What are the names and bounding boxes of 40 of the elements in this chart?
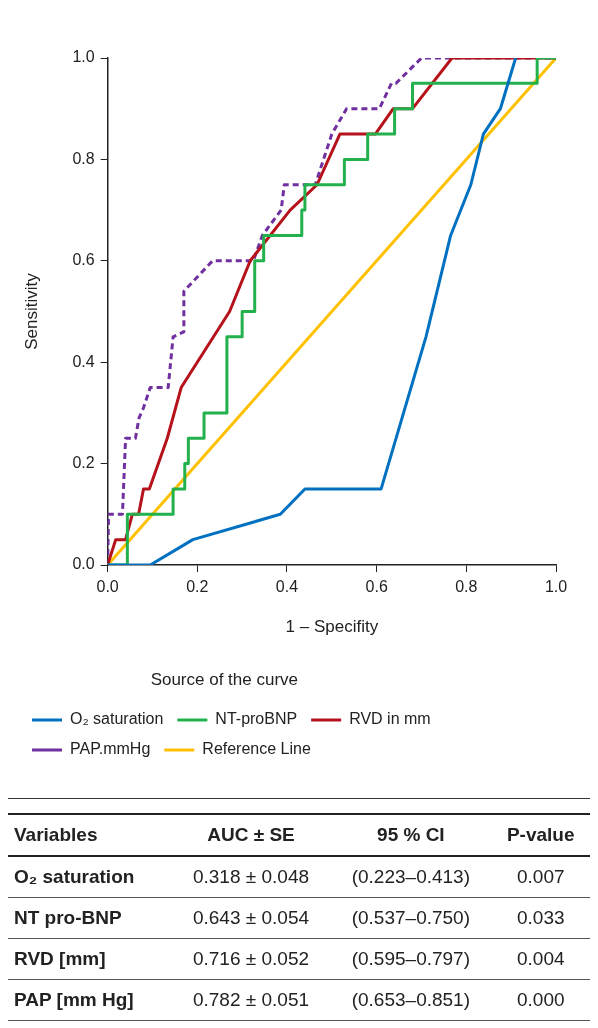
y-axis-title: Sensitivity — [21, 272, 41, 350]
text: (0.537–0.750) — [350, 906, 471, 930]
y-tick-label: 0.2 — [72, 454, 95, 472]
legend-label: Reference Line — [202, 740, 311, 758]
text: 0.782 ± 0.051 — [191, 988, 311, 1012]
text: RVD [mm] — [13, 947, 107, 971]
y-tick-label: 1.0 — [72, 48, 95, 66]
y-tick-label: 0.4 — [72, 352, 95, 370]
category-label: Variables — [13, 823, 99, 847]
text: 0.007 — [515, 865, 566, 889]
y-tick-label: 0.0 — [72, 555, 95, 573]
text: 0.000 — [515, 988, 566, 1012]
x-tick-label: 0.4 — [275, 578, 299, 596]
x-tick-label: 0.0 — [96, 578, 119, 596]
legend-label: RVD in mm — [349, 710, 431, 728]
x-tick-label: 0.6 — [365, 578, 388, 596]
text: 0.033 — [515, 906, 566, 930]
category-label: P-value — [505, 823, 576, 847]
text: NT pro-BNP — [13, 906, 123, 930]
legend-title: Source of the curve — [150, 669, 299, 689]
text: 0.643 ± 0.054 — [191, 906, 311, 930]
text: PAP [mm Hg] — [13, 988, 135, 1012]
text: (0.223–0.413) — [350, 865, 471, 889]
legend-label: O₂ saturation — [70, 710, 164, 728]
category-label: AUC ± SE — [206, 823, 296, 847]
text: 0.716 ± 0.052 — [191, 947, 311, 971]
legend-label: PAP.mmHg — [70, 740, 151, 758]
x-tick-label: 0.8 — [455, 578, 478, 596]
text: O₂ saturation — [13, 865, 136, 889]
x-tick-label: 1.0 — [544, 578, 568, 596]
text: (0.595–0.797) — [350, 947, 471, 971]
text: 0.004 — [515, 947, 566, 971]
y-tick-label: 0.6 — [72, 251, 95, 269]
x-axis-title: 1 – Specifity — [285, 617, 379, 637]
text: 0.318 ± 0.048 — [191, 865, 311, 889]
category-label: 95 % CI — [376, 823, 446, 847]
legend-label: NT-proBNP — [215, 710, 298, 728]
text: (0.653–0.851) — [350, 988, 471, 1012]
x-tick-label: 0.2 — [186, 578, 209, 596]
y-tick-label: 0.8 — [72, 149, 95, 167]
